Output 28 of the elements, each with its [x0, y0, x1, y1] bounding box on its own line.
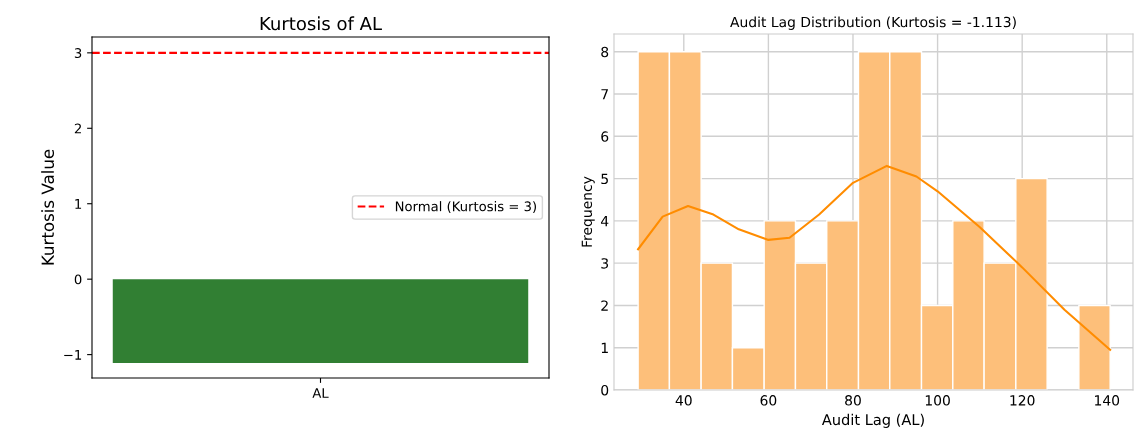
x-tick-label: 80 — [845, 395, 861, 406]
chart-title: Kurtosis of AL — [260, 16, 382, 31]
y-tick-label: 3 — [74, 48, 82, 59]
y-tick-label: 6 — [601, 131, 609, 142]
x-tick-label: 100 — [925, 395, 950, 406]
y-axis-title: Kurtosis Value — [41, 149, 55, 265]
x-tick-label: AL — [312, 388, 329, 398]
x-tick-label: 60 — [760, 395, 777, 406]
y-axis-title: Frequency — [581, 176, 595, 247]
y-tick-label: 2 — [601, 300, 608, 311]
y-tick-label: 7 — [601, 89, 608, 100]
x-tick-label: 140 — [1095, 395, 1120, 406]
y-tick-label: 4 — [600, 216, 609, 227]
x-tick-label: 120 — [1010, 395, 1035, 406]
x-axis-title: Audit Lag (AL) — [821, 413, 924, 428]
y-tick-label: 0 — [601, 384, 609, 396]
y-tick-label: 3 — [601, 258, 609, 269]
x-tick-label: 40 — [675, 395, 692, 406]
y-tick-label: 2 — [74, 123, 81, 134]
y-tick-label: 8 — [601, 46, 609, 58]
legend-label: Normal (Kurtosis = 3) — [395, 201, 536, 213]
line-series — [637, 164, 1112, 351]
y-tick-label: −1 — [64, 350, 82, 360]
y-tick-label: 0 — [74, 274, 82, 285]
y-tick-label: 1 — [601, 342, 608, 353]
chart-title: Audit Lag Distribution (Kurtosis = -1.113) — [730, 16, 1016, 30]
y-tick-label: 1 — [75, 199, 82, 209]
y-tick-label: 5 — [601, 173, 608, 185]
